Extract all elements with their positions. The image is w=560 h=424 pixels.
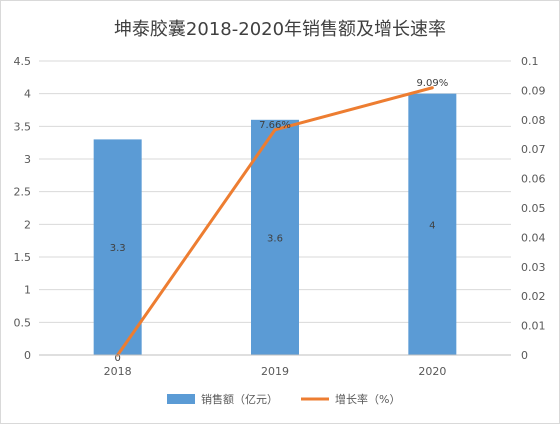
y-left-tick-label: 4: [24, 88, 31, 101]
y-right-tick-label: 0.09: [521, 84, 546, 97]
bar: [93, 139, 142, 355]
bar-data-label: 3.3: [110, 243, 126, 254]
y-right-tick-label: 0.06: [521, 173, 546, 186]
y-left-tick-label: 3.5: [14, 120, 32, 133]
y-left-tick-label: 1.5: [14, 251, 32, 264]
line-point: [273, 128, 277, 132]
legend-bar-label: 销售额（亿元）: [201, 392, 278, 406]
y-right-tick-label: 0.08: [521, 114, 546, 127]
y-left-tick-label: 1: [24, 284, 31, 297]
y-right-tick-label: 0: [521, 349, 528, 362]
y-left-tick-label: 4.5: [14, 55, 32, 68]
y-right-tick-label: 0.1: [521, 55, 539, 68]
y-left-tick-label: 2.5: [14, 186, 32, 199]
chart-title: 坤泰胶囊2018-2020年销售额及增长速率: [113, 19, 447, 40]
line-point: [430, 86, 434, 90]
x-tick-label: 2020: [418, 365, 446, 378]
legend-line-label: 增长率（%）: [335, 392, 400, 406]
legend-bar-swatch: [167, 394, 195, 404]
x-tick-label: 2019: [261, 365, 289, 378]
x-tick-label: 2018: [104, 365, 132, 378]
y-left-tick-label: 3: [24, 153, 31, 166]
y-right-tick-label: 0.04: [521, 231, 546, 244]
line-data-label: 9.09%: [416, 78, 448, 89]
y-left-tick-label: 0: [24, 349, 31, 362]
bar-data-label: 4: [429, 220, 435, 231]
line-data-label: 7.66%: [259, 120, 291, 131]
y-left-tick-label: 0.5: [14, 316, 32, 329]
bar: [251, 119, 299, 355]
y-right-tick-label: 0.07: [521, 143, 546, 156]
y-right-tick-label: 0.02: [521, 290, 546, 303]
y-right-tick-label: 0.03: [521, 261, 546, 274]
y-right-tick-label: 0.01: [521, 320, 546, 333]
bar: [408, 93, 457, 356]
y-left-tick-label: 2: [24, 218, 31, 231]
line-data-label: 0: [114, 353, 120, 364]
bar-data-label: 3.6: [267, 233, 283, 244]
y-right-tick-label: 0.05: [521, 202, 546, 215]
